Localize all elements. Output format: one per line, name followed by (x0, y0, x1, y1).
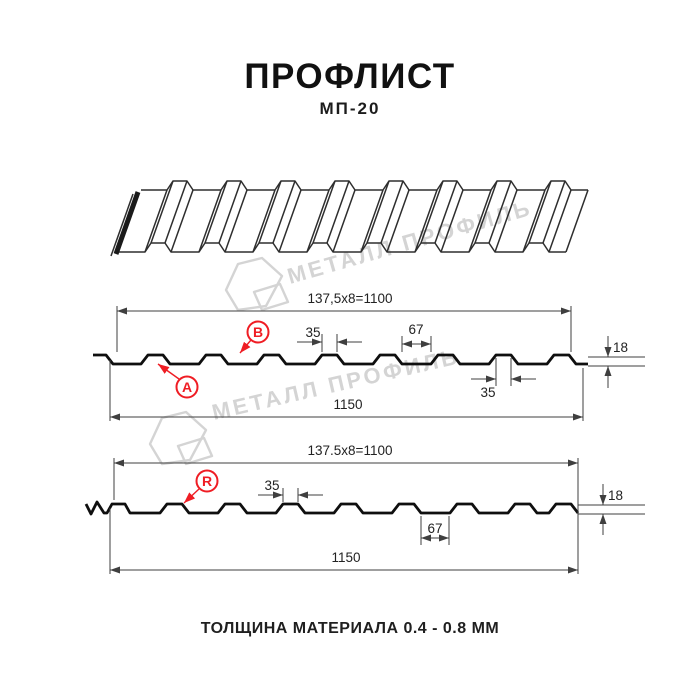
sheet-3d-rib-edge (312, 180, 336, 244)
dim-label-valley-r: 67 (427, 521, 442, 536)
sheet-3d-rib-edge (332, 189, 356, 253)
sheet-3d-rib-edge (198, 189, 222, 253)
sheet-3d-rib-edge (326, 180, 350, 244)
material-thickness-note: ТОЛЩИНА МАТЕРИАЛА 0.4 - 0.8 ММ (200, 620, 500, 637)
marker-r-label: R (202, 473, 212, 489)
sheet-3d-rib-edge (164, 180, 188, 244)
sheet-3d-front-edge (119, 242, 566, 253)
sheet-3d-rib-edge (150, 180, 174, 244)
dim-label-rib-bottom-a: 35 (480, 385, 495, 400)
dim-label-rib-top-a: 35 (305, 325, 320, 340)
sheet-3d-rib-edge (278, 189, 302, 253)
sheet-3d-rib-edge (224, 189, 248, 253)
marker-r-circle (195, 469, 219, 493)
sheet-3d-rib-edge (258, 180, 282, 244)
dim-label-rib-top-r: 35 (264, 478, 279, 493)
sheet-3d (110, 180, 589, 257)
sheet-3d-cut-edge (113, 191, 141, 255)
sheet-3d-rib-edge (272, 180, 296, 244)
marker-a-circle (175, 375, 199, 399)
sheet-3d-rib-edge (380, 180, 404, 244)
dim-label-coverage-r: 137.5x8=1100 (308, 443, 393, 458)
sheet-3d-rib-edge (468, 189, 492, 253)
profile-a-outline (93, 353, 588, 366)
sheet-3d-rib-edge (548, 189, 572, 253)
sheet-3d-rib-edge (204, 180, 228, 244)
watermark-logo-upper (224, 256, 290, 312)
sheet-3d-rib-edge (522, 189, 546, 253)
sheet-3d-rib-edge (414, 189, 438, 253)
marker-b-circle (246, 320, 270, 344)
marker-b-label: B (253, 324, 263, 340)
watermark-logo-middle (148, 410, 214, 466)
sheet-3d-rib-edge (360, 189, 384, 253)
dim-label-total-a: 1150 (333, 397, 362, 412)
sheet-3d-rib-edge (386, 189, 410, 253)
sheet-3d-rib-edge (218, 180, 242, 244)
sheet-3d-rib-edge (528, 180, 552, 244)
sheet-3d-cut-edge-line (110, 193, 134, 257)
sheet-3d-rib-edge (144, 189, 168, 253)
sheet-3d-rib-edge (542, 180, 566, 244)
sheet-3d-back-edge (141, 180, 588, 191)
dim-label-height-r: 18 (608, 488, 623, 503)
sheet-3d-right-end-edge (565, 189, 589, 253)
sheet-3d-rib-edge (306, 189, 330, 253)
page-title: ПРОФЛИСТ (244, 57, 456, 96)
sheet-3d-rib-edge (440, 189, 464, 253)
marker-b-leader (239, 339, 252, 354)
marker-r-leader (183, 488, 200, 504)
dim-label-valley-a: 67 (408, 322, 423, 337)
profile-section-r: 137.5x8=1100 35 67 18 1150 (84, 443, 645, 574)
marker-a-leader (157, 363, 180, 380)
dim-label-height-a: 18 (613, 340, 628, 355)
marker-a-label: A (182, 379, 192, 395)
profile-r-outline (84, 500, 580, 516)
sheet-3d-rib-edge (252, 189, 276, 253)
dim-label-coverage-a: 137,5x8=1100 (308, 291, 393, 306)
dim-label-total-r: 1150 (331, 550, 360, 565)
sheet-3d-rib-edge (474, 180, 498, 244)
sheet-3d-rib-edge (494, 189, 518, 253)
sheet-3d-rib-edge (170, 189, 194, 253)
sheet-3d-rib-edge (420, 180, 444, 244)
page-subtitle: МП-20 (319, 99, 381, 118)
profile-section-a: 137,5x8=1100 35 67 35 18 (93, 291, 645, 421)
sheet-3d-rib-edge (434, 180, 458, 244)
sheet-3d-rib-edge (488, 180, 512, 244)
sheet-3d-rib-lines (144, 180, 572, 253)
sheet-3d-rib-edge (366, 180, 390, 244)
